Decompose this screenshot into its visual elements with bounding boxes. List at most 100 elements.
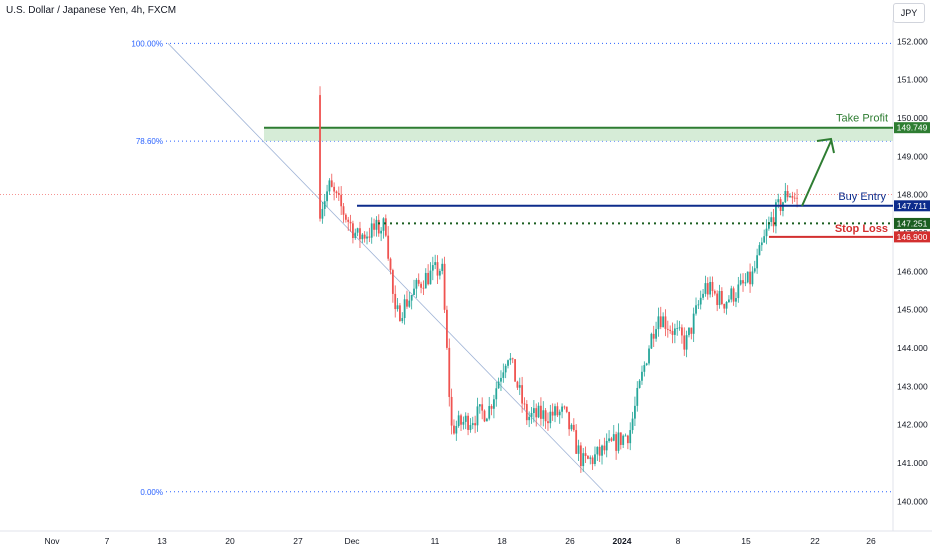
candle-body [681,327,683,336]
candle-body [335,191,338,194]
take-profit-price-badge: 149.749 [894,122,930,134]
candle-body [737,284,740,299]
candle-body [422,287,425,289]
buy-entry-label: Buy Entry [838,191,886,203]
candle-body [532,408,535,414]
candle-body [535,408,538,418]
candle-body [460,415,462,425]
chart-title: U.S. Dollar / Japanese Yen, 4h, FXCM [6,5,177,16]
candle-body [587,455,589,459]
candle-body [361,234,364,240]
candle-body [636,387,639,406]
candle-body [735,298,737,302]
candle-body [382,218,385,231]
candle-body [561,406,563,412]
candle-body [366,236,368,239]
candle-body [739,280,742,285]
candle-body [436,262,439,276]
candle-body [706,283,709,295]
candle-body [330,180,333,187]
candle-body [495,388,498,400]
candle-body [558,411,561,416]
candle-body [645,363,648,366]
time-tick-label: 22 [810,536,820,546]
candle-body [584,453,587,456]
candle-body [417,279,420,284]
price-tick-label: 143.000 [897,381,928,391]
candle-body [662,316,665,328]
candle-body [453,425,455,434]
candle-body [596,446,599,455]
fib-level-label: 78.60% [136,137,163,146]
candle-body [688,327,690,336]
svg-text:149.749: 149.749 [897,123,928,133]
candle-body [756,255,759,269]
stop-loss-label: Stop Loss [835,223,888,235]
price-tick-label: 148.000 [897,190,928,200]
candle-body [753,268,756,272]
candle-body [359,228,361,240]
candle-body [692,313,695,334]
currency-button[interactable]: JPY [893,3,925,23]
candle-body [699,297,702,305]
candle-body [443,263,446,310]
candle-body [481,404,484,411]
candle-body [380,230,383,234]
candle-body [457,415,460,427]
candle-body [399,305,401,322]
candle-body [591,457,594,465]
candle-body [521,385,524,404]
candle-body [777,199,780,203]
candle-body [702,293,704,298]
candle-body [758,245,761,256]
candle-body [572,424,575,431]
candle-body [720,291,723,305]
candle-body [507,360,509,366]
candle-body [577,445,580,454]
candle-body [375,219,378,230]
price-axis-ticks: 152.000151.000150.000149.000148.000147.0… [897,36,928,506]
candle-body [624,435,627,437]
candle-body [431,265,434,271]
candle-body [629,430,632,444]
price-tick-label: 144.000 [897,343,928,353]
candle-body [638,380,641,388]
candle-body [568,411,571,430]
candle-body [565,406,568,412]
arrow-head-icon [816,137,835,154]
candle-body [333,186,336,192]
candlesticks [319,86,798,473]
candle-body [563,406,566,408]
candle-body [370,223,373,238]
candle-body [401,318,404,322]
candle-body [598,446,601,456]
candle-body [554,406,556,416]
candle-body [352,223,354,239]
candle-body [770,217,773,223]
candle-body [673,328,676,335]
candle-body [631,418,634,431]
candle-body [528,416,531,421]
candle-body [502,372,505,378]
candle-body [641,371,643,381]
candle-body [493,399,495,409]
candle-body [760,242,763,246]
candle-body [429,270,432,285]
candle-body [340,194,343,207]
candle-body [438,270,441,276]
candle-body [525,404,528,421]
candle-body [603,445,606,451]
candle-body [342,206,345,215]
candle-body [542,410,545,419]
candle-body [497,381,500,389]
candle-body [570,424,573,430]
candle-body [775,202,777,227]
candle-body [483,410,486,422]
candle-body [725,302,728,309]
candle-body [664,316,667,329]
time-tick-label: 26 [866,536,876,546]
candle-body [368,236,371,238]
candle-body [523,403,526,405]
candle-body [326,191,328,202]
